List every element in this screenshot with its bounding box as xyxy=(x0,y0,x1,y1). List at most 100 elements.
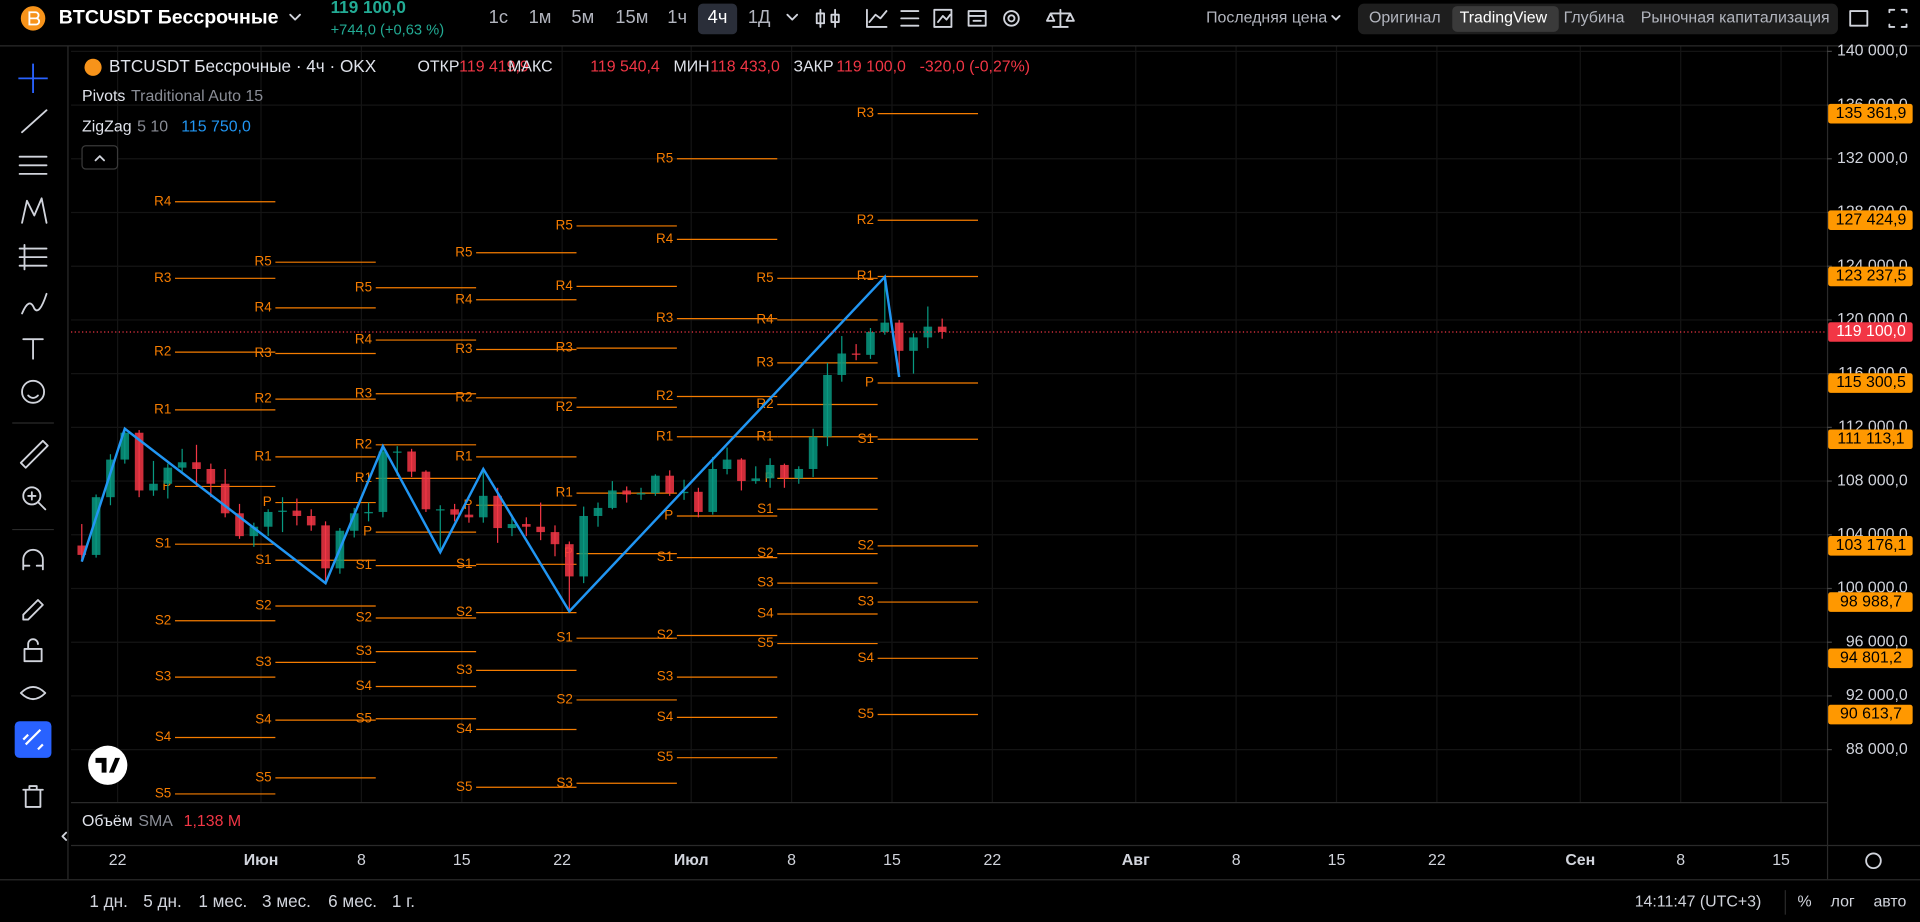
candle-body xyxy=(694,491,703,512)
pivot-label: S3 xyxy=(456,662,472,677)
pivot-label: R4 xyxy=(154,193,172,208)
x-tick-label: 8 xyxy=(1676,852,1685,869)
compare-icon[interactable] xyxy=(1046,8,1075,28)
interval-button[interactable]: 5м xyxy=(571,6,594,27)
interval-button[interactable]: 1Д xyxy=(748,6,771,27)
range-button[interactable]: 1 г. xyxy=(392,891,415,911)
view-button[interactable]: Глубина xyxy=(1564,10,1625,27)
interval-group: 1с 1м 5м 15м 1ч 4ч 1Д xyxy=(489,3,771,35)
pivots-name[interactable]: Pivots xyxy=(82,88,125,105)
pivot-label: R5 xyxy=(756,270,773,285)
candle-body xyxy=(192,462,201,469)
y-tick-label: 140 000,0 xyxy=(1837,43,1908,60)
interval-button[interactable]: 4ч xyxy=(708,6,728,27)
price-source[interactable]: Последняя цена xyxy=(1206,10,1327,27)
legend-collapse-caret xyxy=(94,155,105,162)
interval-button[interactable]: 15м xyxy=(615,6,648,27)
interval-button[interactable]: 1с xyxy=(489,6,508,27)
interval-button[interactable]: 1м xyxy=(529,6,552,27)
pivot-label: R3 xyxy=(154,270,171,285)
zigzag-name[interactable]: ZigZag xyxy=(82,119,132,136)
link-tool-active[interactable] xyxy=(14,721,52,758)
layout-icon[interactable] xyxy=(1849,10,1869,27)
magnet-tool[interactable] xyxy=(22,548,44,571)
replay-icon[interactable] xyxy=(967,10,987,27)
candle-body xyxy=(937,326,947,333)
indicators-icon[interactable] xyxy=(866,8,888,28)
candle-body xyxy=(808,436,818,469)
y-tick-label: 96 000,0 xyxy=(1846,633,1908,650)
trend-line-tool[interactable] xyxy=(21,109,48,134)
alert-icon[interactable] xyxy=(933,8,953,28)
view-button[interactable]: TradingView xyxy=(1460,10,1548,27)
candle-type-icon[interactable] xyxy=(815,8,840,28)
range-button[interactable]: 6 мес. xyxy=(328,891,377,911)
symbol-chevron[interactable] xyxy=(289,13,301,21)
x-tick-label: 15 xyxy=(453,852,471,869)
pivot-label: S3 xyxy=(657,669,673,684)
interval-button[interactable]: 1ч xyxy=(667,6,687,27)
candle-body xyxy=(106,459,115,498)
volume-name[interactable]: Объём xyxy=(82,813,133,830)
interval-chevron[interactable] xyxy=(786,13,799,21)
pivot-label: S4 xyxy=(857,650,874,665)
auto-toggle[interactable]: авто xyxy=(1873,894,1906,911)
pivot-price-tag xyxy=(1828,429,1913,450)
visibility-tool[interactable] xyxy=(19,685,47,701)
projection-tool[interactable] xyxy=(18,243,48,271)
trash-tool[interactable] xyxy=(22,785,44,808)
pivot-price-tag xyxy=(1828,103,1913,124)
pivot-label: R3 xyxy=(254,345,271,360)
view-button[interactable]: Оригинал xyxy=(1369,10,1441,27)
candle-body xyxy=(493,495,502,529)
tv-logo[interactable] xyxy=(88,745,128,785)
pivot-price-tag xyxy=(1828,536,1913,556)
x-tick-label: 22 xyxy=(984,852,1002,869)
fullscreen-icon[interactable] xyxy=(1888,8,1908,28)
candle-body xyxy=(751,478,761,482)
log-toggle[interactable]: лог xyxy=(1831,894,1855,911)
candle-body xyxy=(880,322,890,333)
pivot-label: S3 xyxy=(556,775,572,790)
range-button[interactable]: 3 мес. xyxy=(262,891,311,911)
pivot-label: R2 xyxy=(857,212,874,227)
symbol[interactable]: BTCUSDT Бессрочные xyxy=(59,7,279,29)
pivot-label: S5 xyxy=(757,635,773,650)
draw-mode-tool[interactable] xyxy=(22,599,44,621)
zoom-tool[interactable] xyxy=(22,486,42,506)
range-button[interactable]: 1 дн. xyxy=(89,891,128,911)
candle-body xyxy=(550,532,560,545)
pivot-price-label: 135 361,9 xyxy=(1836,105,1907,122)
volume-value: 1,138 M xyxy=(184,813,241,830)
pattern-tool[interactable] xyxy=(21,197,48,224)
settings-icon[interactable] xyxy=(1003,10,1020,27)
crosshair-tool[interactable] xyxy=(18,63,48,94)
price-source-chevron[interactable] xyxy=(1331,14,1341,21)
plot-area: R4 R3 R2 R1 P S1 S2 S3 S4 S5 R5 R4 R3 R2 R1 P S1 S2 S3 S4 S5… xyxy=(71,105,1827,801)
collapse-toolbar[interactable] xyxy=(61,831,68,841)
candle-body xyxy=(278,510,287,512)
pivot-label: R2 xyxy=(254,391,271,406)
clock: 14:11:47 (UTC+3) xyxy=(1635,894,1762,911)
zigzag-value: 115 750,0 xyxy=(181,119,251,136)
pivot-label: S4 xyxy=(155,729,172,744)
fib-tool[interactable] xyxy=(18,155,48,175)
axis-settings[interactable] xyxy=(1865,852,1882,870)
templates-icon[interactable] xyxy=(900,10,920,27)
pivot-label: S5 xyxy=(356,710,372,725)
view-button[interactable]: Рыночная капитализация xyxy=(1641,10,1830,27)
emoji-tool[interactable] xyxy=(21,379,45,404)
lock-tool[interactable] xyxy=(23,638,43,663)
range-button[interactable]: 5 дн. xyxy=(143,891,182,911)
pivot-label: S3 xyxy=(155,669,171,684)
text-tool[interactable] xyxy=(22,338,44,360)
range-button[interactable]: 1 мес. xyxy=(198,891,247,911)
ruler-tool[interactable] xyxy=(19,439,49,469)
candle-body xyxy=(149,483,158,491)
percent-toggle[interactable]: % xyxy=(1798,894,1812,911)
candle-body xyxy=(206,468,216,484)
x-tick-label: Авг xyxy=(1122,852,1150,869)
brush-tool[interactable] xyxy=(21,292,48,315)
candle-body xyxy=(737,459,746,482)
